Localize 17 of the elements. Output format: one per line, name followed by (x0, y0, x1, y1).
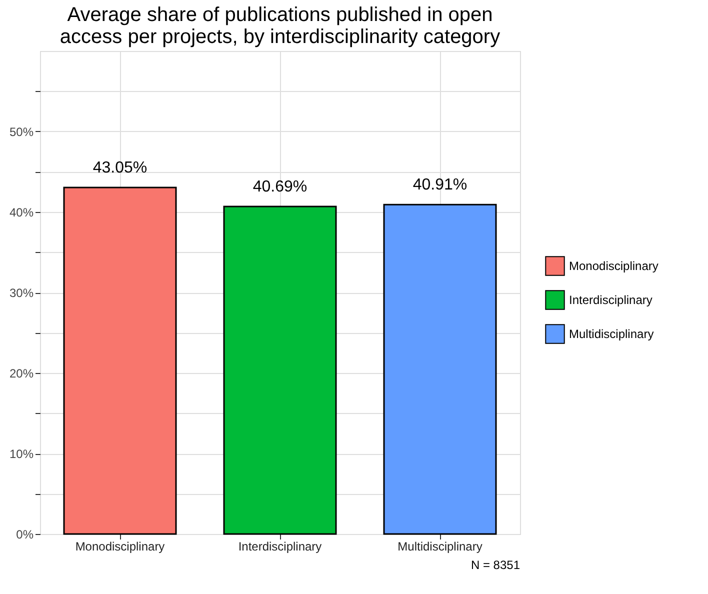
data-label: 40.91% (412, 176, 468, 194)
y-tick-label: 30% (9, 286, 34, 300)
x-tick-label: Interdisciplinary (238, 540, 322, 554)
x-tick-label: Monodisciplinary (75, 540, 165, 554)
y-tick-label: 40% (9, 206, 34, 220)
legend-label: Monodisciplinary (569, 259, 658, 273)
chart-title: Average share of publications published in open access per projects, by interdisciplinarity category (60, 4, 500, 48)
legend-label: Interdisciplinary (569, 293, 652, 307)
text: N = 8351 (470, 558, 520, 572)
data-label: 40.69% (252, 178, 308, 196)
legend-label: Multidisciplinary (569, 327, 654, 341)
y-tick-label: 0% (16, 528, 34, 542)
y-tick-label: 10% (9, 447, 34, 461)
x-tick-label: Multidisciplinary (398, 540, 482, 554)
y-tick-label: 20% (9, 366, 34, 380)
y-tick-label: 50% (9, 125, 34, 139)
data-label: 43.05% (92, 159, 148, 176)
